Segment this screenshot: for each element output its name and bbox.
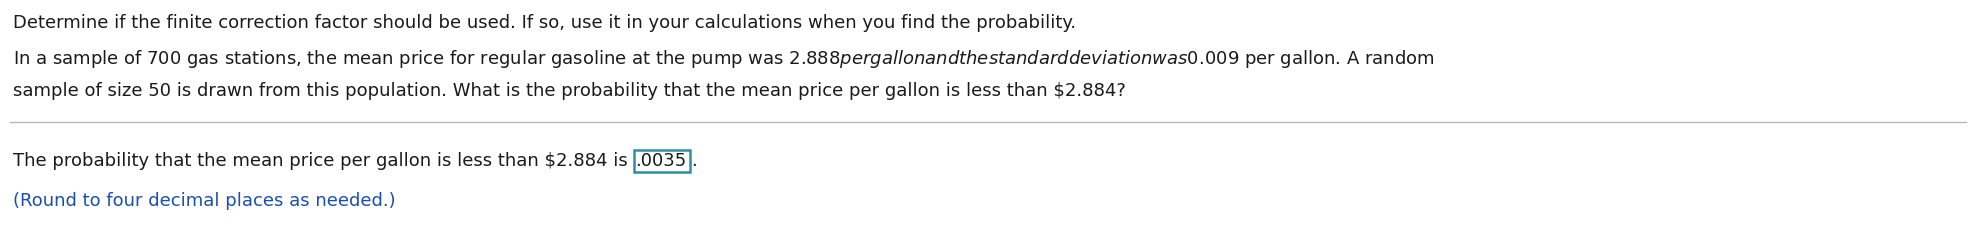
Text: (Round to four decimal places as needed.): (Round to four decimal places as needed.… bbox=[14, 192, 395, 210]
Text: In a sample of 700 gas stations, the mean price for regular gasoline at the pump: In a sample of 700 gas stations, the mea… bbox=[14, 48, 1435, 70]
Text: Determine if the finite correction factor should be used. If so, use it in your : Determine if the finite correction facto… bbox=[14, 14, 1077, 32]
Text: .0035: .0035 bbox=[636, 152, 688, 170]
Text: The probability that the mean price per gallon is less than $2.884 is: The probability that the mean price per … bbox=[14, 152, 634, 170]
Text: .: . bbox=[692, 152, 696, 170]
Text: sample of size 50 is drawn from this population. What is the probability that th: sample of size 50 is drawn from this pop… bbox=[14, 82, 1126, 100]
